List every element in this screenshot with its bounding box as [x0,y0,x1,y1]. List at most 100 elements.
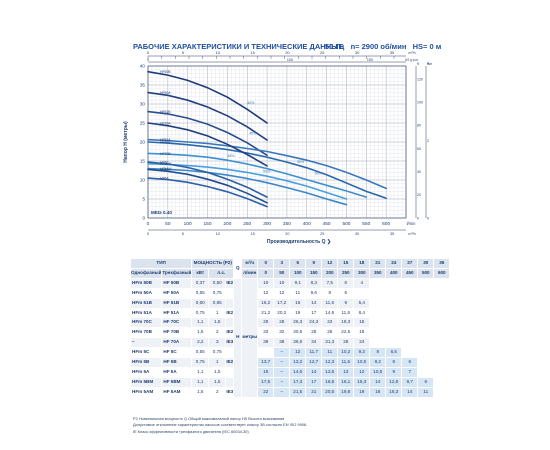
cell-ie-class: IE2 [225,357,235,368]
bottom2-axis-label: 30 [355,232,359,236]
cell-head-value [433,347,451,359]
header-flow-lmin: 100 [289,267,307,279]
cell-head-value: 26 [321,327,339,339]
cell-single-phase: HFm 50A [129,287,163,299]
top2-axis-label: 100 [287,58,293,62]
cell-hp: 1 [208,307,227,319]
cell-head-value: 12,7 [305,357,323,368]
cell-head-value: 11 [321,347,339,359]
header-unit-lmin: л/мин [241,267,259,279]
cell-head-value [417,327,435,339]
cell-ie-class: IE3 [225,337,235,349]
header-flow-m3h: 9 [305,258,323,269]
header-flow-lmin: 500 [417,267,435,279]
cell-head-value: 20,2 [273,307,291,319]
right-axis1-unit: ft [417,62,419,66]
header-flow-m3h: 18 [353,258,371,269]
header-sub: Трехфазный [161,267,193,279]
performance-chart: 0 5 10 15 20 25 30 35 m³/h0 100 150 US g.p.m.051015… [123,50,433,245]
x-tick-label: 350 [283,221,291,227]
header-flow-m3h: 12 [321,258,339,269]
cell-head-value: 11,7 [305,347,323,359]
cell-three-phase: HF 51B [161,297,193,309]
speed-label: n= 2900 об/мин [350,42,407,51]
cell-head-value [417,366,435,378]
cell-head-value: 21 [305,386,323,398]
series-label: HF50B [160,70,171,74]
top2-axis-label: 0 [147,58,149,62]
cell-kw: 0,55 [191,347,210,359]
bottom2-axis-label: 35 [390,232,394,236]
cell-head-value: 17,5 [257,376,275,388]
cell-head-value [401,317,419,329]
y-tick-label: 20 [140,140,146,145]
series-label: HF5B [160,168,169,172]
cell-head-value: 8 [385,357,403,368]
cell-head-value: 32 [273,327,291,339]
header-flow-lmin: 50 [273,267,291,279]
cell-hp: 0,75 [208,287,227,299]
cell-head-value: 9 [337,297,355,309]
series-label: HF51A [160,138,171,142]
series-line-hf70c [147,141,387,199]
cell-three-phase: HF 5C [161,347,193,359]
series-line-hf5a [147,177,268,208]
cell-head-value [385,297,403,309]
y-tick-label: 35 [140,83,146,88]
cell-single-phase: HFm 51B [129,297,163,309]
cell-head-value: 14 [369,376,387,388]
cell-head-value [433,386,451,398]
cell-head-value [401,297,419,309]
cell-head-value [369,307,387,319]
series-line-hf5am [147,167,348,206]
cell-head-value: 12 [353,366,371,378]
cell-head-value: 11,6 [337,307,355,319]
cell-head-value: 11 [417,386,435,398]
cell-three-phase: HF 51A [161,307,193,319]
cell-head-value: 30,5 [289,327,307,339]
cell-head-value [433,376,451,388]
cell-head-value [401,347,419,359]
cell-head-value [369,277,387,289]
cell-hp: 2 [208,327,227,339]
header-sub: л.с. [208,267,235,279]
footnote-line-1: P2 Номинальная мощность Q Общий максимал… [133,416,285,421]
cell-head-value: 20,5 [321,386,339,398]
series-label: HF5A [160,177,169,181]
cell-ie-class [225,317,235,329]
cell-head-value [369,317,387,329]
series-label: HF70C [160,140,171,144]
cell-head-value: 14,6 [289,366,307,378]
x-tick-label: 500 [342,221,350,227]
x-axis-unit: l/min [407,221,417,226]
cell-head-value: – [273,366,291,378]
y-tick-label: 15 [140,159,146,164]
cell-head-value: 10 [257,277,275,289]
cell-head-value: 28 [305,327,323,339]
bottom2-axis-label: 15 [250,232,254,236]
series-label: HF70A [160,121,171,125]
cell-head-value: 8,3 [305,277,323,289]
header-flow-m3h: 24 [385,258,403,269]
cell-head-value [385,277,403,289]
cell-head-value: 16 [289,297,307,309]
cell-head-value [417,277,435,289]
right-axis1-label: 120 [417,77,423,81]
cell-head-value: 16,3 [385,386,403,398]
header-flow-symbol: Q [233,258,243,279]
cell-head-value [417,307,435,319]
cell-head-value: 36,5 [289,337,307,349]
cell-kw: 1,1 [191,376,210,388]
top-axis-label: 30 [355,50,360,55]
cell-head-value: 21,2 [257,307,275,319]
x-tick-label: 200 [223,221,231,227]
table-row: HFm 5BM HF 5BM 1,1 1,5 17,5–17,3 17 16,5 16,1 15… [129,376,451,388]
cell-head-value: 19,8 [337,386,355,398]
table-row: HFm 70C HF 70C 1,1 1,5 29 28 26,3 24,3 22 18,3 15 [129,317,451,329]
cell-head-value: 13,7 [257,357,275,368]
cell-head-value: 15 [257,366,275,378]
cell-three-phase: HF 70A [161,337,193,349]
efficiency-label: 60% [315,171,323,175]
top2-axis-unit: US g.p.m. [405,58,419,62]
